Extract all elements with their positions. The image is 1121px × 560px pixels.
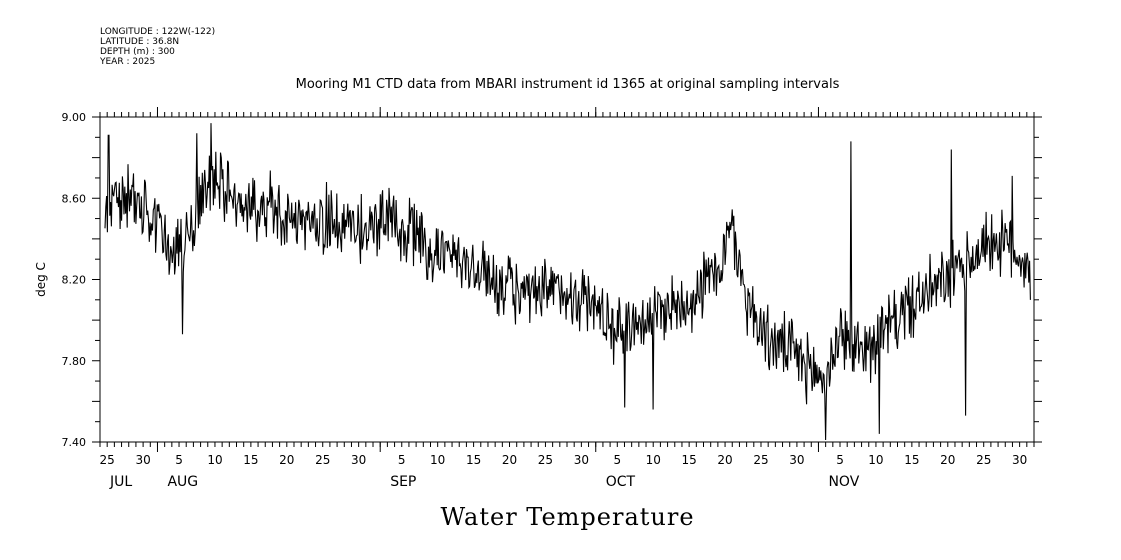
y-tick-label: 8.20 [62, 274, 87, 287]
x-month-label: AUG [167, 474, 198, 490]
x-day-label: 10 [207, 453, 222, 467]
x-day-label: 10 [646, 453, 661, 467]
x-day-label: 5 [613, 453, 621, 467]
temperature-chart: 9.00 8.60 8.20 7.80 7.40 deg C 25 30 5 10 15 20 25 3… [34, 107, 1042, 490]
x-day-label: 15 [681, 453, 696, 467]
x-month-label: OCT [606, 474, 636, 490]
chart-title: Mooring M1 CTD data from MBARI instrumen… [295, 77, 840, 92]
x-day-label: 30 [789, 453, 804, 467]
x-month-label: SEP [390, 474, 416, 490]
y-tick-label: 8.60 [62, 192, 87, 205]
y-tick-label: 7.80 [62, 355, 87, 368]
x-day-label: 10 [868, 453, 883, 467]
depth-label: DEPTH (m) : 300 [100, 47, 175, 57]
x-day-label: 25 [753, 453, 768, 467]
longitude-label: LONGITUDE : 122W(-122) [100, 27, 216, 37]
latitude-label: LATITUDE : 36.8N [100, 37, 180, 47]
x-day-label: 30 [574, 453, 589, 467]
x-day-label: 15 [243, 453, 258, 467]
x-axis-title: Water Temperature [440, 503, 695, 531]
x-month-label: NOV [828, 474, 859, 490]
x-day-label: 5 [175, 453, 183, 467]
x-day-label: 20 [502, 453, 517, 467]
y-axis-label: deg C [34, 262, 48, 297]
x-day-label: 20 [940, 453, 955, 467]
x-day-label: 25 [538, 453, 553, 467]
x-day-label: 5 [836, 453, 844, 467]
water-temperature-series [104, 123, 1031, 441]
plot-area [99, 116, 1035, 443]
x-day-label: 25 [315, 453, 330, 467]
x-day-label: 25 [100, 453, 115, 467]
x-day-label: 5 [398, 453, 406, 467]
year-label: YEAR : 2025 [100, 57, 156, 67]
x-month-label: JUL [109, 474, 132, 490]
x-day-label: 30 [1012, 453, 1027, 467]
x-day-label: 30 [135, 453, 150, 467]
x-day-label: 30 [351, 453, 366, 467]
x-day-label: 10 [430, 453, 445, 467]
x-day-label: 15 [466, 453, 481, 467]
y-tick-label: 9.00 [62, 111, 87, 124]
x-day-label: 15 [904, 453, 919, 467]
x-day-label: 20 [279, 453, 294, 467]
x-day-label: 25 [976, 453, 991, 467]
y-tick-label: 7.40 [62, 436, 87, 449]
x-day-label: 20 [717, 453, 732, 467]
